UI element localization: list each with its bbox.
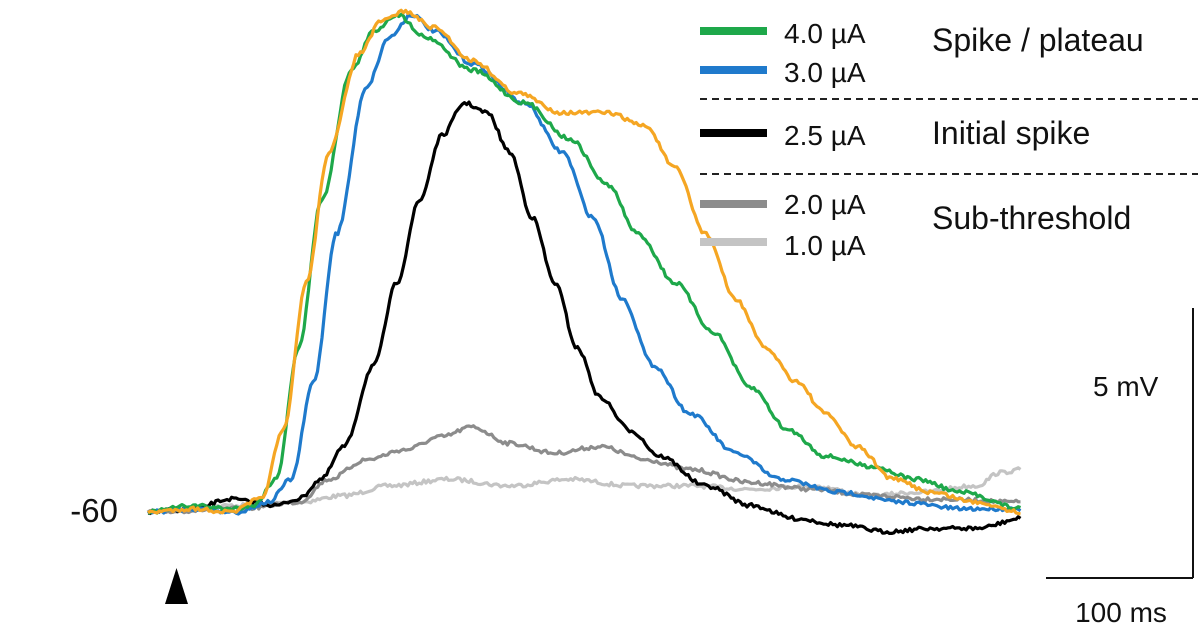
- legend-group-spike-plateau: Spike / plateau: [932, 22, 1144, 58]
- traces: [146, 8, 1022, 535]
- scale-bars: 5 mV 100 ms: [1046, 308, 1194, 628]
- trace-2-0: [147, 424, 1021, 515]
- legend: 4.0 µA 3.0 µA Spike / plateau 2.5 µA Ini…: [700, 18, 1198, 261]
- trace-3-0: [147, 13, 1022, 516]
- legend-group-sub-threshold: Sub-threshold: [932, 200, 1131, 236]
- legend-entry-4-0: 4.0 µA: [784, 18, 866, 49]
- legend-entry-3-0: 3.0 µA: [784, 57, 866, 88]
- scale-bar-x-label: 100 ms: [1075, 597, 1167, 628]
- baseline-label: -60: [70, 492, 118, 529]
- stimulus-arrowhead-icon: [165, 568, 188, 604]
- trace-2-5: [147, 100, 1022, 535]
- legend-group-initial-spike: Initial spike: [932, 115, 1090, 151]
- legend-entry-2-5: 2.5 µA: [784, 120, 866, 151]
- scale-bar-y-label: 5 mV: [1093, 371, 1159, 402]
- legend-entry-1-0: 1.0 µA: [784, 230, 866, 261]
- legend-entry-2-0: 2.0 µA: [784, 189, 866, 220]
- trace-unlabeled: [147, 8, 1021, 516]
